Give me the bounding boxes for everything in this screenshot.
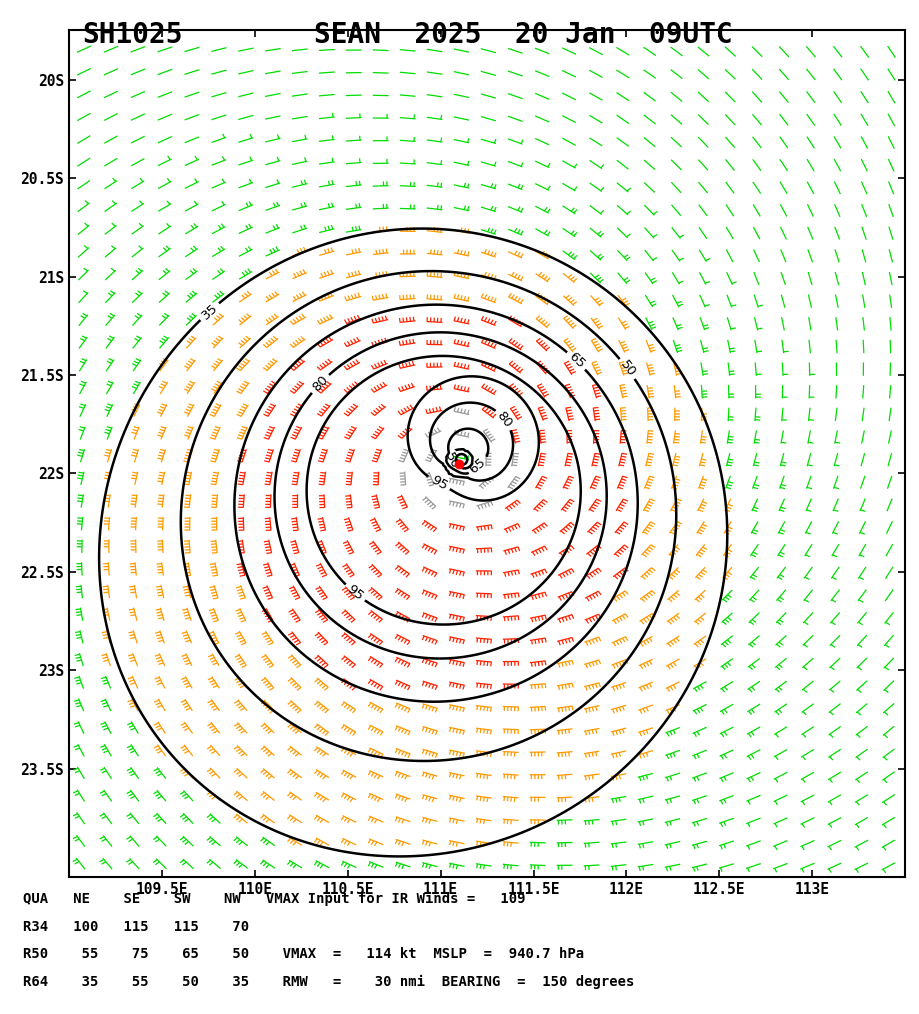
Text: 80: 80 <box>310 373 331 394</box>
Text: R34   100   115   115    70: R34 100 115 115 70 <box>23 920 249 934</box>
Text: 95: 95 <box>345 582 366 603</box>
Text: 80: 80 <box>494 409 515 430</box>
Text: SH1025: SH1025 <box>83 21 183 50</box>
Text: SEAN  2025  20 Jan  09UTC: SEAN 2025 20 Jan 09UTC <box>314 21 733 50</box>
Text: 35: 35 <box>199 301 221 322</box>
Text: QUA   NE    SE    SW    NW   VMAX Input for IR Winds =   109: QUA NE SE SW NW VMAX Input for IR Winds … <box>23 892 526 907</box>
Text: R64    35    55    50    35    RMW   =    30 nmi  BEARING  =  150 degrees: R64 35 55 50 35 RMW = 30 nmi BEARING = 1… <box>23 974 634 989</box>
Text: 65: 65 <box>566 350 587 371</box>
Text: 95: 95 <box>428 474 449 493</box>
Text: 65: 65 <box>467 455 489 476</box>
Text: R50    55    75    65    50    VMAX  =   114 kt  MSLP  =  940.7 hPa: R50 55 75 65 50 VMAX = 114 kt MSLP = 940… <box>23 947 584 961</box>
Text: 50: 50 <box>442 450 461 472</box>
Text: 50: 50 <box>618 358 638 379</box>
